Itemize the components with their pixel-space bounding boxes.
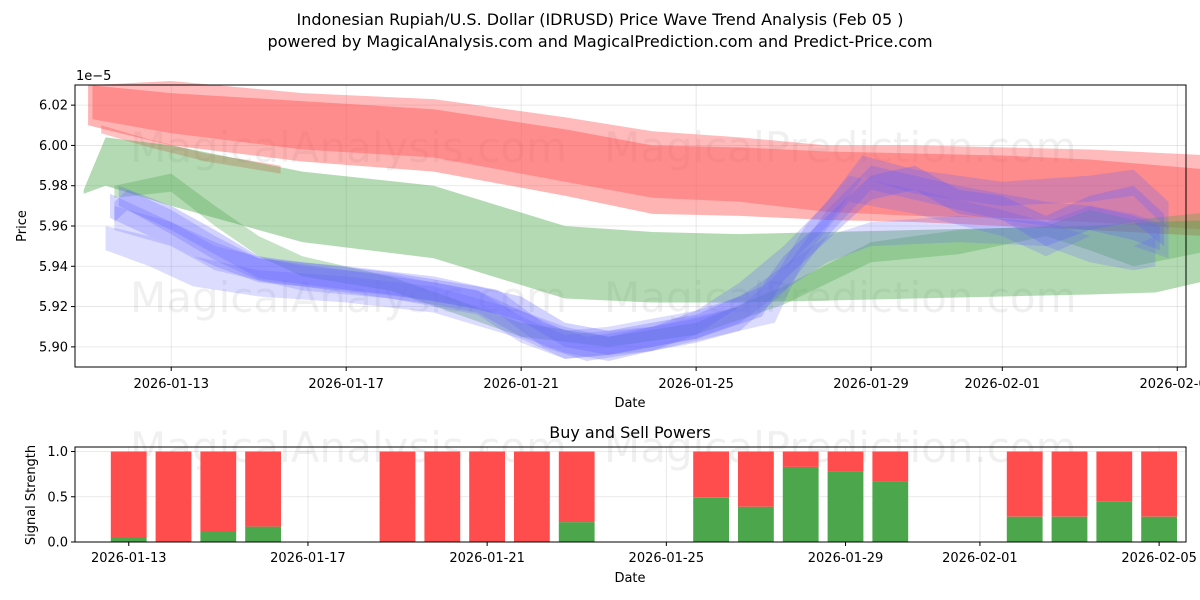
price-ytick-label: 5.90	[39, 340, 68, 355]
sell-bar	[1141, 451, 1177, 517]
sell-bar	[827, 451, 864, 472]
watermark-top-right: MagicalPrediction.com	[604, 123, 1077, 172]
sell-bar	[1006, 451, 1043, 517]
buy-bar	[738, 506, 774, 542]
buy-bar	[558, 522, 595, 542]
sell-bar	[693, 451, 729, 498]
price-y-label: Price	[15, 210, 30, 242]
buy-bar	[110, 537, 147, 542]
signal-xtick-label: 2026-02-01	[942, 551, 1018, 566]
price-grid	[75, 85, 1186, 367]
signal-ytick-label: 0.0	[47, 536, 68, 551]
signal-ytick-label: 1.0	[47, 445, 68, 460]
price-ytick-label: 5.94	[39, 260, 68, 275]
chart-title: Indonesian Rupiah/U.S. Dollar (IDRUSD) P…	[297, 10, 904, 29]
watermark-mid-left: MagicalAnalysis.com	[130, 273, 567, 322]
price-x-label: Date	[614, 396, 645, 411]
sell-bar	[424, 451, 461, 542]
wave-band-red-upper	[92, 81, 1200, 230]
buy-bar	[200, 532, 237, 542]
price-xtick-label: 2026-01-29	[833, 377, 909, 392]
price-xtick-label: 2026-01-25	[658, 377, 734, 392]
sell-bar	[872, 451, 909, 482]
signal-xtick-label: 2026-01-29	[808, 551, 884, 566]
signal-xtick-label: 2026-01-17	[270, 551, 346, 566]
signal-ytick-label: 0.5	[47, 490, 68, 505]
sell-bar	[514, 451, 550, 542]
watermark-top-left: MagicalAnalysis.com	[130, 123, 567, 172]
signal-x-label: Date	[614, 571, 645, 586]
signal-title: Buy and Sell Powers	[549, 423, 711, 442]
price-ytick-label: 5.98	[39, 179, 68, 194]
signal-axes: Buy and Sell Powers MagicalAnalysis.com …	[24, 423, 1197, 586]
price-axes: MagicalAnalysis.com MagicalPrediction.co…	[15, 69, 1200, 411]
signal-xtick-label: 2026-01-13	[91, 551, 167, 566]
signal-bars	[110, 451, 1177, 542]
price-ytick-label: 6.00	[39, 139, 68, 154]
buy-bar	[827, 471, 864, 542]
price-xtick-label: 2026-02-05	[1139, 377, 1200, 392]
wave-band-green-main	[83, 137, 1200, 303]
price-ticks: 5.90 5.92 5.94 5.96 5.98 6.00 6.02 2026-01-13 20…	[39, 99, 1200, 392]
sell-bar	[558, 451, 595, 523]
buy-bar	[1096, 501, 1133, 542]
price-ytick-label: 5.96	[39, 220, 68, 235]
sell-bar	[469, 451, 505, 542]
signal-xtick-label: 2026-01-25	[629, 551, 705, 566]
sell-bar	[110, 451, 147, 538]
signal-xtick-label: 2026-02-05	[1121, 551, 1197, 566]
buy-bar	[782, 466, 819, 542]
wave-band-red-diag	[101, 125, 281, 174]
price-ytick-label: 5.92	[39, 300, 68, 315]
buy-bar	[1006, 516, 1043, 542]
buy-bar	[1141, 516, 1177, 542]
sell-bar	[245, 451, 281, 527]
sell-bar	[782, 451, 819, 467]
price-xtick-label: 2026-01-21	[483, 377, 559, 392]
sell-bar	[1051, 451, 1088, 517]
sell-bar	[1096, 451, 1133, 502]
signal-axes-frame	[74, 446, 1187, 543]
sell-bar	[200, 451, 237, 532]
sell-bar	[738, 451, 774, 507]
buy-bar	[1051, 516, 1088, 542]
buy-bar	[245, 526, 281, 542]
signal-y-label: Signal Strength	[24, 445, 39, 545]
price-xtick-label: 2026-02-01	[965, 377, 1041, 392]
wave-band-blue-3	[105, 215, 1156, 359]
watermark-mid-right: MagicalPrediction.com	[604, 273, 1077, 322]
chart-subtitle: powered by MagicalAnalysis.com and Magic…	[267, 32, 932, 51]
buy-bar	[872, 481, 909, 542]
sell-bar	[155, 451, 192, 542]
price-xtick-label: 2026-01-17	[308, 377, 384, 392]
sell-bar	[379, 451, 416, 542]
y-multiplier: 1e−5	[76, 69, 111, 84]
signal-xtick-label: 2026-01-21	[449, 551, 525, 566]
signal-ticks: 0.0 0.5 1.0 2026-01-13 2026-01-17 2026-01-21 2…	[47, 445, 1197, 566]
price-ytick-label: 6.02	[39, 99, 68, 114]
wave-bands	[83, 81, 1200, 361]
wave-band-red-lower	[88, 85, 1200, 236]
price-xtick-label: 2026-01-13	[133, 377, 209, 392]
buy-bar	[693, 497, 729, 542]
